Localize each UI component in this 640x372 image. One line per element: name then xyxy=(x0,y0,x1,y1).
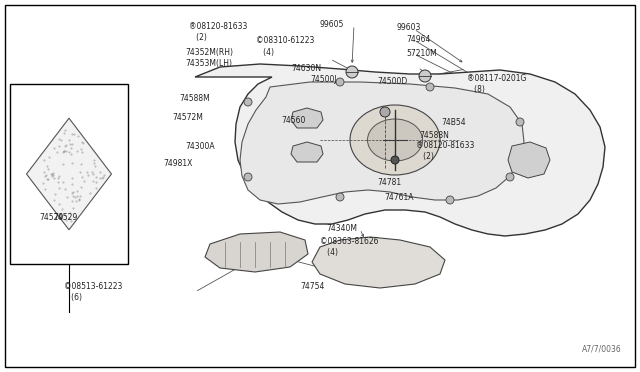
Text: ®08120-81633
   (2): ®08120-81633 (2) xyxy=(189,22,247,42)
Text: 74630N: 74630N xyxy=(291,64,321,73)
Circle shape xyxy=(336,78,344,86)
Text: 74560: 74560 xyxy=(282,116,306,125)
Text: A7/7/0036: A7/7/0036 xyxy=(582,345,622,354)
Ellipse shape xyxy=(367,119,422,161)
Text: 74340M: 74340M xyxy=(326,224,357,233)
Circle shape xyxy=(506,173,514,181)
Ellipse shape xyxy=(350,105,440,175)
Text: 74529: 74529 xyxy=(53,212,77,221)
Circle shape xyxy=(419,70,431,82)
Text: 74964: 74964 xyxy=(406,35,431,44)
Text: 74352M(RH)
74353M(LH): 74352M(RH) 74353M(LH) xyxy=(186,48,234,68)
Text: 74300A: 74300A xyxy=(186,142,215,151)
Polygon shape xyxy=(312,237,445,288)
Polygon shape xyxy=(508,142,550,178)
Text: 74754: 74754 xyxy=(301,282,325,291)
Polygon shape xyxy=(291,108,323,128)
Text: 74572M: 74572M xyxy=(173,113,204,122)
Text: 74500D: 74500D xyxy=(378,77,408,86)
Text: ©08513-61223
   (6): ©08513-61223 (6) xyxy=(64,282,122,302)
Text: 74588M: 74588M xyxy=(179,94,210,103)
Text: ®08117-0201G
   (8): ®08117-0201G (8) xyxy=(467,74,527,94)
Circle shape xyxy=(446,196,454,204)
Circle shape xyxy=(516,118,524,126)
Text: 74B54: 74B54 xyxy=(442,118,466,127)
Text: 74781: 74781 xyxy=(378,178,402,187)
Circle shape xyxy=(380,107,390,117)
Circle shape xyxy=(391,156,399,164)
Circle shape xyxy=(426,83,434,91)
Bar xyxy=(10,84,128,264)
Text: 74588N: 74588N xyxy=(419,131,449,140)
Circle shape xyxy=(346,66,358,78)
Circle shape xyxy=(336,193,344,201)
Polygon shape xyxy=(291,142,323,162)
Text: ®08120-81633
   (2): ®08120-81633 (2) xyxy=(416,141,474,161)
Polygon shape xyxy=(195,64,605,236)
Text: ©08310-61223
   (4): ©08310-61223 (4) xyxy=(256,36,314,57)
Circle shape xyxy=(244,173,252,181)
Circle shape xyxy=(244,98,252,106)
Text: 74761A: 74761A xyxy=(384,193,413,202)
Text: 99605: 99605 xyxy=(320,20,344,29)
Text: 74529: 74529 xyxy=(40,213,64,222)
Text: 57210M: 57210M xyxy=(406,49,437,58)
Text: 74981X: 74981X xyxy=(163,159,193,168)
Text: 74500J: 74500J xyxy=(310,75,337,84)
Polygon shape xyxy=(205,232,308,272)
Text: ©08363-81626
   (4): ©08363-81626 (4) xyxy=(320,237,378,257)
Polygon shape xyxy=(240,82,524,204)
Polygon shape xyxy=(26,118,111,230)
Text: 99603: 99603 xyxy=(397,23,421,32)
